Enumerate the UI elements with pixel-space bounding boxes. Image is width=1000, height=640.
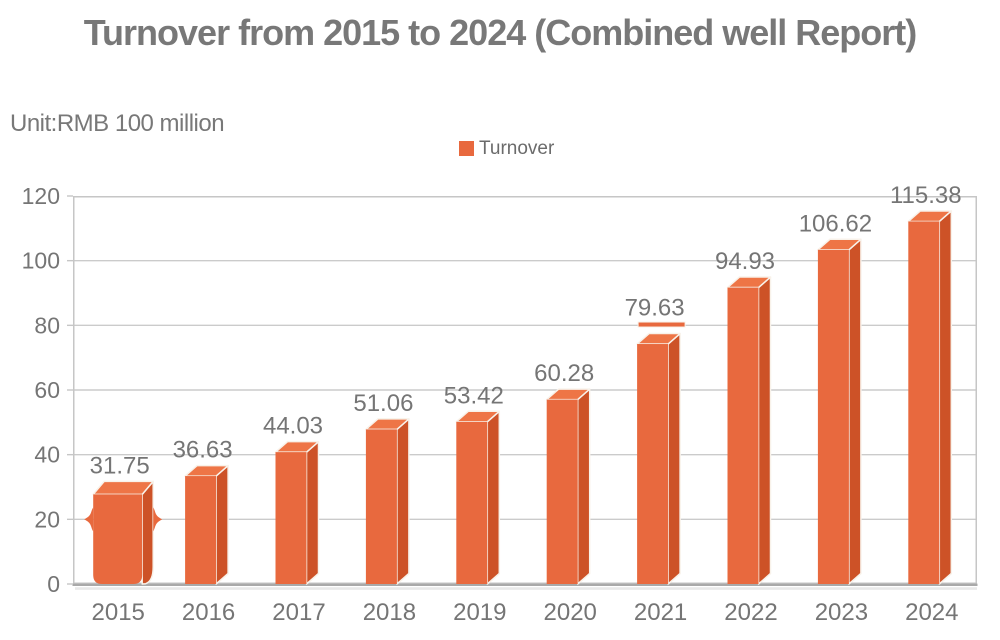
bar-group-2021: 79.63: [625, 295, 686, 585]
bar-value-label: 31.75: [90, 452, 150, 479]
bar-value-label: 79.63: [625, 295, 685, 322]
bar-side-face: [757, 276, 772, 585]
y-axis-label: 100: [22, 248, 60, 274]
y-axis-label: 20: [34, 506, 60, 532]
bar-side-face: [667, 332, 681, 585]
legend-swatch-icon: [459, 141, 474, 156]
bar-group-2017: 44.03: [263, 413, 323, 585]
bar-side-face: [938, 210, 953, 585]
bar-top-face: [92, 480, 154, 496]
bar-value-label: 53.42: [444, 382, 504, 409]
bar-value-label: 106.62: [799, 210, 872, 237]
bar-front-face: [637, 344, 669, 584]
x-axis-label: 2015: [92, 599, 145, 626]
bar-value-label: 36.63: [173, 437, 233, 464]
bar-value-label: 44.03: [263, 413, 323, 440]
bar-group-2016: 36.63: [173, 437, 233, 585]
x-axis-label: 2020: [544, 599, 597, 626]
y-axis-label: 40: [34, 442, 60, 468]
bar-break-brace-right: [153, 507, 163, 532]
bar-front-face: [908, 221, 940, 585]
y-axis-label: 0: [47, 571, 60, 597]
legend: Turnover: [459, 138, 555, 159]
bar-value-label: 94.93: [715, 248, 775, 275]
y-axis-label: 120: [22, 183, 60, 209]
x-axis-label: 2023: [815, 599, 868, 626]
bar-side-face: [215, 464, 229, 585]
x-axis-label: 2016: [182, 599, 235, 626]
bar-front-face: [93, 494, 143, 584]
x-axis-label: 2021: [634, 599, 687, 626]
bar-front-face: [185, 476, 217, 584]
chart-title: Turnover from 2015 to 2024 (Combined wel…: [83, 12, 918, 53]
y-axis-label: 60: [34, 377, 60, 403]
bar-break-brace-left: [84, 507, 94, 532]
bar-front-face: [817, 249, 849, 584]
bar-value-label: 115.38: [890, 182, 962, 209]
x-axis-label: 2019: [453, 599, 506, 626]
x-axis-label: 2017: [272, 599, 325, 626]
bar-value-label: 60.28: [534, 360, 594, 387]
bar-group-2020: 60.28: [534, 360, 594, 585]
bar-side-face: [576, 388, 591, 585]
x-axis-label: 2018: [363, 599, 416, 626]
bar-group-2018: 51.06: [353, 390, 413, 585]
unit-label: Unit:RMB 100 million: [10, 110, 225, 137]
bar-group-2024: 115.38: [890, 182, 962, 585]
bar-value-label: 51.06: [353, 390, 413, 417]
bar-front-face: [546, 399, 578, 584]
bar-side-face: [486, 410, 501, 585]
y-axis-label: 80: [34, 312, 60, 338]
plot-border: [73, 196, 977, 584]
bar-front-face: [456, 421, 488, 584]
bar-front-face: [365, 429, 397, 584]
bar-group-2015: 31.75: [84, 452, 163, 585]
bar-side-face: [305, 440, 320, 585]
bar-front-face: [727, 287, 759, 584]
legend-label: Turnover: [479, 138, 555, 159]
bar-front-face: [275, 452, 307, 584]
bar-split-cap: [637, 321, 686, 328]
bar-side-face: [141, 480, 154, 585]
x-axis-label: 2022: [724, 599, 777, 626]
bar-group-2019: 53.42: [444, 382, 504, 585]
bar-side-face: [396, 418, 410, 585]
bar-side-face: [848, 238, 862, 585]
x-axis-label: 2024: [905, 599, 958, 626]
bar-group-2022: 94.93: [715, 248, 775, 585]
bar-group-2023: 106.62: [799, 210, 872, 585]
